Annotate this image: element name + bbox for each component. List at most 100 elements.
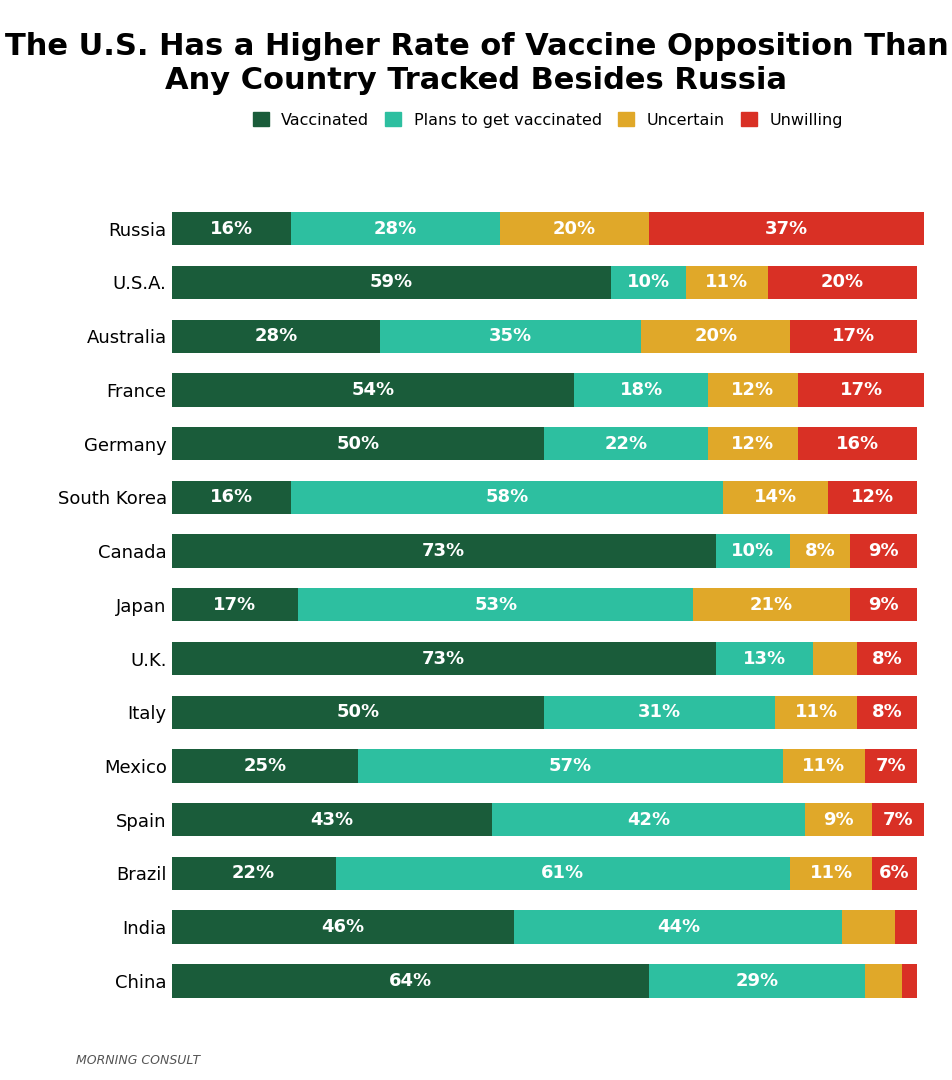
Bar [171, 266, 610, 299]
Bar [693, 589, 849, 621]
Bar [171, 696, 544, 729]
Text: 16%: 16% [209, 488, 252, 507]
Bar [789, 535, 849, 568]
Text: 50%: 50% [336, 434, 379, 453]
Bar [826, 481, 916, 514]
Bar [871, 804, 923, 836]
Text: 20%: 20% [552, 219, 595, 238]
Bar [171, 856, 335, 890]
Bar [171, 374, 573, 406]
Bar [171, 804, 491, 836]
Text: 11%: 11% [802, 757, 844, 775]
Bar [797, 427, 916, 460]
Text: 21%: 21% [749, 596, 792, 613]
Text: 35%: 35% [488, 327, 532, 346]
Bar [171, 750, 358, 783]
Text: 14%: 14% [753, 488, 796, 507]
Bar [610, 266, 685, 299]
Text: 12%: 12% [730, 434, 774, 453]
Bar [863, 750, 916, 783]
Bar [715, 642, 812, 675]
Text: 73%: 73% [422, 542, 465, 561]
Text: 8%: 8% [803, 542, 835, 561]
Text: 22%: 22% [605, 434, 647, 453]
Bar [715, 535, 789, 568]
Bar [685, 266, 767, 299]
Bar [171, 427, 544, 460]
Bar [857, 696, 916, 729]
Text: 12%: 12% [730, 381, 774, 399]
Text: 44%: 44% [656, 918, 700, 936]
Bar [171, 589, 298, 621]
Text: 8%: 8% [871, 703, 902, 721]
Bar [290, 481, 723, 514]
Text: 18%: 18% [619, 381, 662, 399]
Bar [894, 910, 916, 944]
Bar [863, 964, 902, 998]
Bar [857, 642, 916, 675]
Bar [849, 535, 916, 568]
Bar [171, 320, 380, 353]
Text: MORNING CONSULT: MORNING CONSULT [76, 1054, 200, 1067]
Text: 25%: 25% [243, 757, 286, 775]
Text: 20%: 20% [693, 327, 737, 346]
Bar [573, 374, 707, 406]
Text: 17%: 17% [213, 596, 256, 613]
Text: 28%: 28% [373, 219, 416, 238]
Bar [335, 856, 789, 890]
Text: 9%: 9% [823, 811, 853, 828]
Bar [171, 642, 715, 675]
Bar [723, 481, 826, 514]
Bar [290, 212, 499, 245]
Text: 8%: 8% [871, 649, 902, 667]
Bar [641, 320, 789, 353]
Bar [380, 320, 641, 353]
Text: 17%: 17% [831, 327, 874, 346]
Bar [491, 804, 804, 836]
Text: 37%: 37% [764, 219, 807, 238]
Bar [648, 212, 923, 245]
Text: 7%: 7% [875, 757, 905, 775]
Text: 73%: 73% [422, 649, 465, 667]
Bar [789, 320, 916, 353]
Text: 16%: 16% [209, 219, 252, 238]
Text: 54%: 54% [351, 381, 394, 399]
Text: 28%: 28% [254, 327, 297, 346]
Text: 17%: 17% [839, 381, 882, 399]
Text: 10%: 10% [730, 542, 774, 561]
Text: 22%: 22% [231, 864, 275, 882]
Bar [298, 589, 693, 621]
Bar [842, 910, 894, 944]
Bar [849, 589, 916, 621]
Text: 12%: 12% [850, 488, 893, 507]
Bar [789, 856, 871, 890]
Text: 59%: 59% [369, 273, 412, 292]
Text: 9%: 9% [867, 542, 898, 561]
Text: The U.S. Has a Higher Rate of Vaccine Opposition Than
Any Country Tracked Beside: The U.S. Has a Higher Rate of Vaccine Op… [5, 32, 947, 95]
Text: 53%: 53% [474, 596, 517, 613]
Bar [707, 427, 797, 460]
Bar [171, 964, 648, 998]
Bar [775, 696, 857, 729]
Bar [171, 535, 715, 568]
Bar [648, 964, 863, 998]
Bar [797, 374, 923, 406]
Bar [767, 266, 916, 299]
Bar [514, 910, 842, 944]
Text: 16%: 16% [835, 434, 878, 453]
Bar [871, 856, 916, 890]
Text: 7%: 7% [883, 811, 913, 828]
Text: 11%: 11% [809, 864, 852, 882]
Text: 6%: 6% [879, 864, 909, 882]
Bar [544, 696, 775, 729]
Text: 58%: 58% [485, 488, 528, 507]
Text: 11%: 11% [704, 273, 747, 292]
Legend: Vaccinated, Plans to get vaccinated, Uncertain, Unwilling: Vaccinated, Plans to get vaccinated, Unc… [248, 107, 847, 133]
Text: 46%: 46% [321, 918, 365, 936]
Bar [544, 427, 707, 460]
Text: 31%: 31% [638, 703, 681, 721]
Bar [171, 481, 290, 514]
Bar [782, 750, 863, 783]
Bar [499, 212, 648, 245]
Text: 64%: 64% [388, 972, 431, 990]
